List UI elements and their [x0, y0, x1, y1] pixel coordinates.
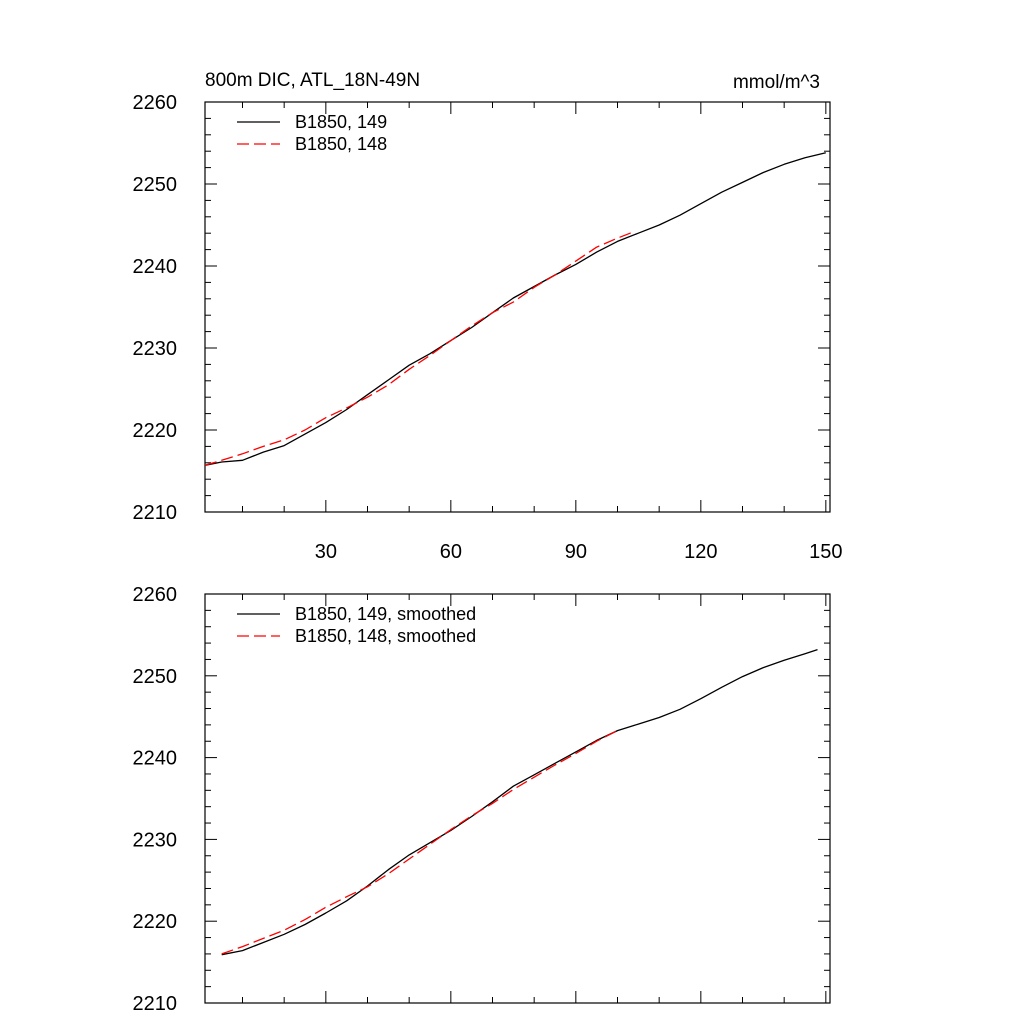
- x-tick-label: 120: [684, 541, 717, 563]
- legend-label-1: B1850, 149, smoothed: [295, 604, 476, 624]
- y-tick-label: 2260: [133, 584, 178, 606]
- y-tick-label: 2210: [133, 993, 178, 1015]
- legend-label-1: B1850, 149: [295, 112, 387, 132]
- legend-label-2: B1850, 148: [295, 134, 387, 154]
- y-tick-label: 2220: [133, 911, 178, 933]
- chart-title: 800m DIC, ATL_18N-49N: [205, 70, 420, 91]
- chart-panel-2: 2210 2220 2230 2240 2250 2260 B1850, 149, smoo…: [133, 584, 831, 1015]
- plot-frame: [204, 101, 831, 513]
- y-tick-label: 2220: [133, 420, 178, 442]
- y-tick-label: 2250: [133, 666, 178, 688]
- series-line-2: [221, 730, 618, 955]
- x-tick-label: 30: [315, 541, 337, 563]
- units-label: mmol/m^3: [733, 72, 820, 93]
- series-line-2: [204, 230, 635, 466]
- series-line-1: [221, 648, 818, 956]
- y-tick-label: 2250: [133, 174, 178, 196]
- y-tick-label: 2260: [133, 92, 178, 114]
- y-tick-label: 2230: [133, 829, 178, 851]
- plot-frame: [204, 593, 831, 1004]
- x-tick-label: 60: [440, 541, 462, 563]
- y-tick-label: 2240: [133, 748, 178, 770]
- y-tick-label: 2210: [133, 502, 178, 524]
- legend-label-2: B1850, 148, smoothed: [295, 626, 476, 646]
- x-tick-label: 90: [565, 541, 587, 563]
- chart-panel-1: 2210 2220 2230 2240 2250 2260 30 60 90 120 150 800m…: [133, 70, 843, 563]
- x-tick-label: 150: [809, 541, 842, 563]
- series-line-1: [204, 152, 826, 466]
- y-tick-label: 2230: [133, 338, 178, 360]
- y-tick-label: 2240: [133, 256, 178, 278]
